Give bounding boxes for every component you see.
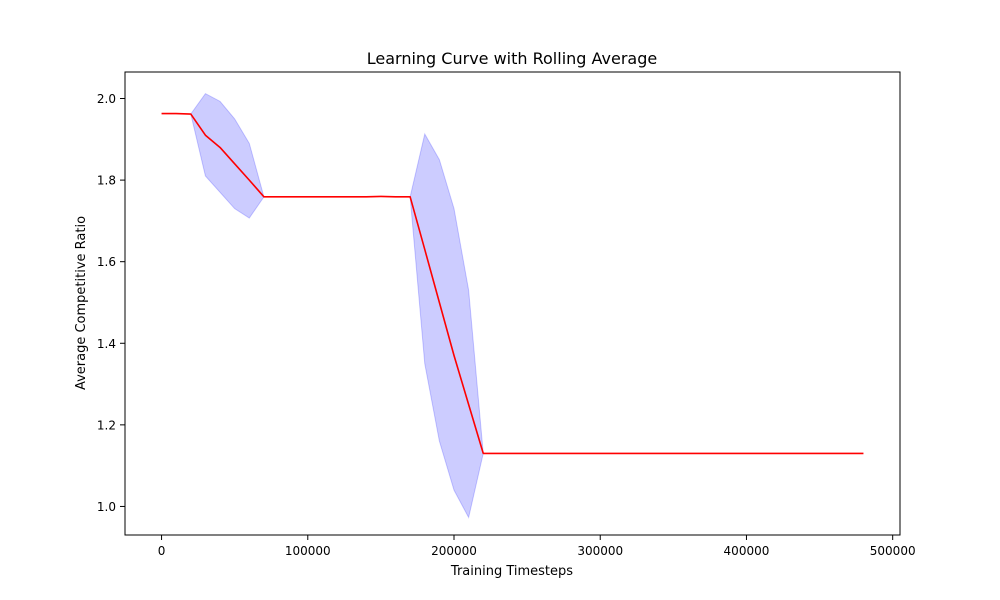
- y-tick-label: 1.6: [97, 255, 116, 269]
- y-tick-label: 1.4: [97, 337, 116, 351]
- y-tick-label: 2.0: [97, 92, 116, 106]
- plot-area: [161, 92, 864, 519]
- x-tick-label: 100000: [285, 544, 331, 558]
- x-tick-label: 400000: [724, 544, 770, 558]
- y-axis-label: Average Competitive Ratio: [74, 216, 89, 390]
- x-tick-label: 0: [158, 544, 166, 558]
- y-tick-label: 1.8: [97, 174, 116, 188]
- x-tick-label: 300000: [577, 544, 623, 558]
- chart-title: Learning Curve with Rolling Average: [367, 49, 657, 68]
- x-tick-label: 200000: [431, 544, 477, 558]
- x-tick-label: 500000: [870, 544, 916, 558]
- rolling-average-line: [161, 112, 864, 455]
- y-tick-label: 1.0: [97, 500, 116, 514]
- y-tick-label: 1.2: [97, 418, 116, 432]
- axes: 0 100000 200000 300000 400000 500000 1.0 1.2 1.4…: [97, 71, 916, 558]
- x-axis-label: Training Timesteps: [450, 564, 573, 579]
- axes-frame: [124, 71, 901, 536]
